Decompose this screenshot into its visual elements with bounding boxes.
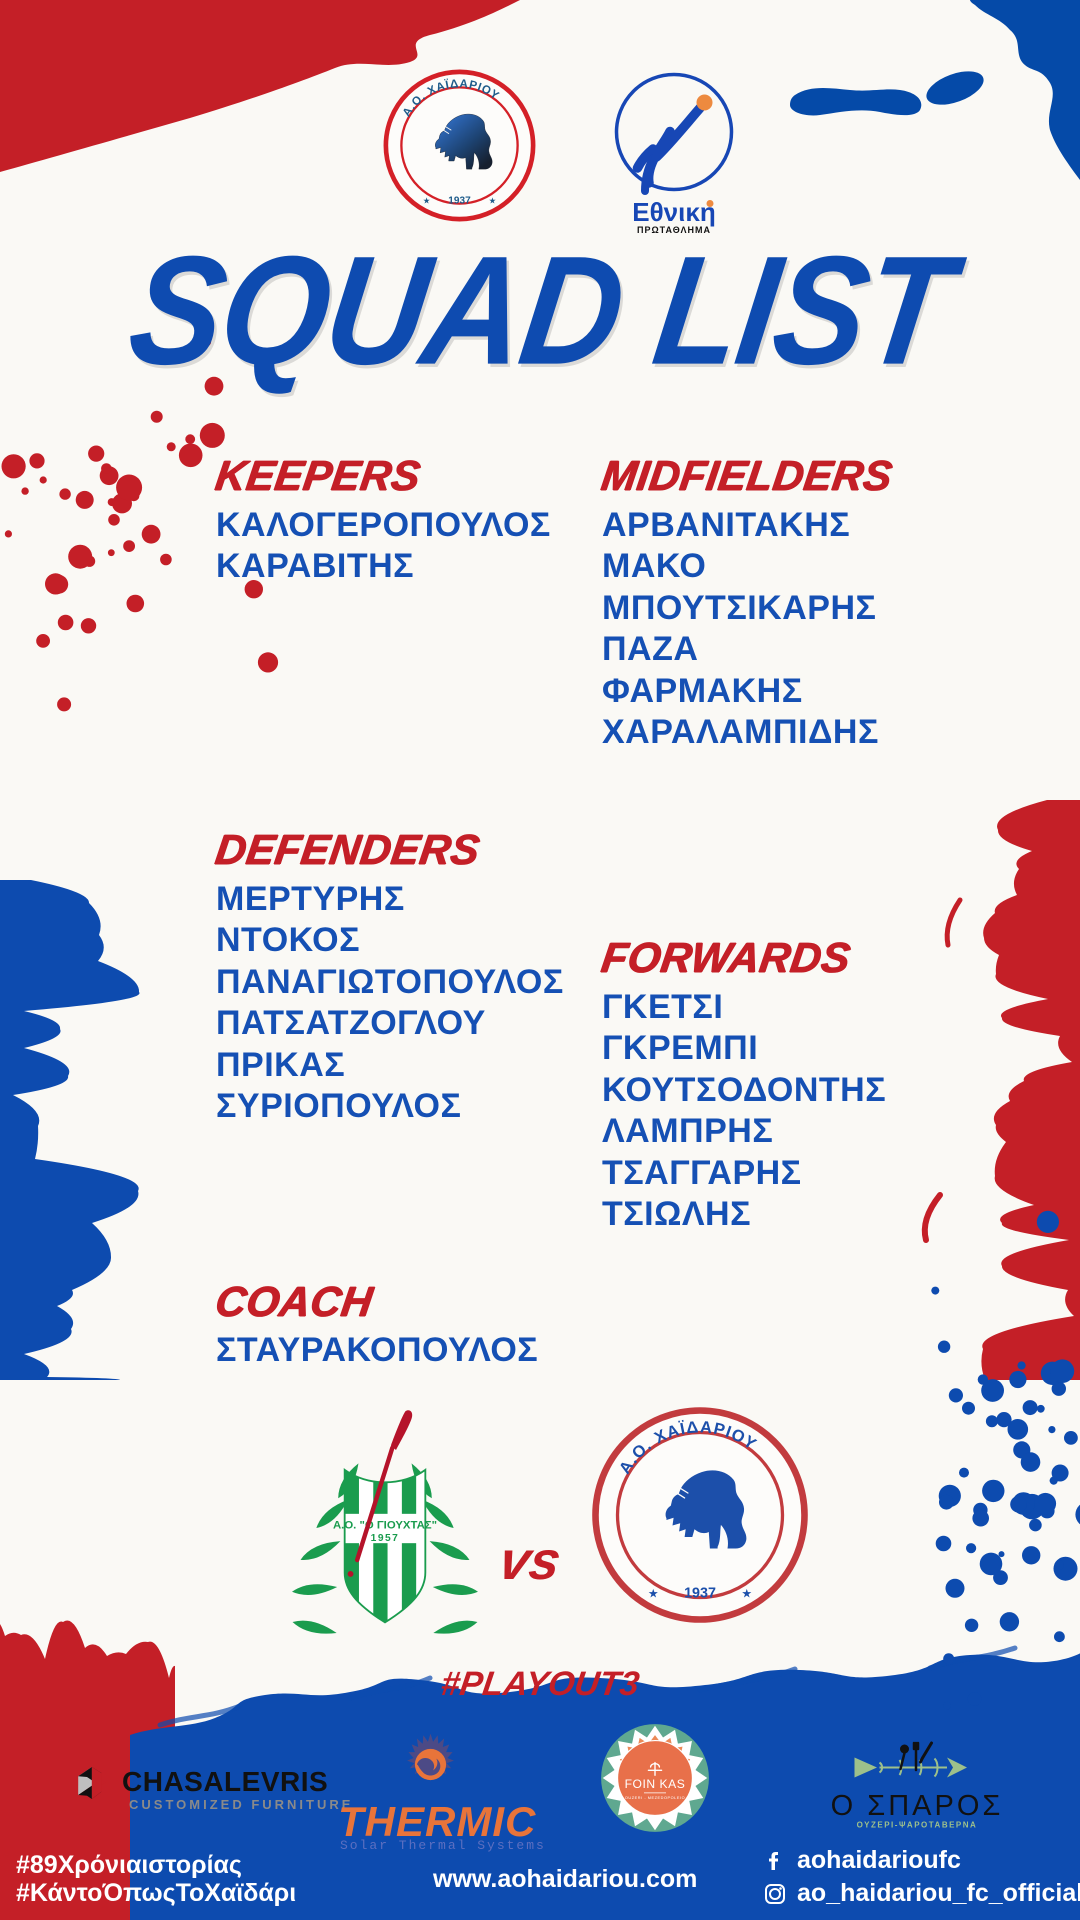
- svg-text:ΟΥΖΕΡΙ-ΨΑΡΟΤΑΒΕΡΝΑ: ΟΥΖΕΡΙ-ΨΑΡΟΤΑΒΕΡΝΑ: [857, 1821, 978, 1830]
- svg-text:Εθνικη: Εθνικη: [632, 197, 715, 227]
- svg-text:★: ★: [489, 196, 497, 206]
- svg-text:1957: 1957: [371, 1533, 400, 1544]
- svg-text:★: ★: [423, 196, 431, 206]
- svg-text:Α.Ο. "Ο ΓΙΟΥΧΤΑΣ": Α.Ο. "Ο ΓΙΟΥΧΤΑΣ": [333, 1520, 437, 1532]
- svg-text:★: ★: [648, 1587, 659, 1601]
- svg-text:1937: 1937: [684, 1586, 716, 1602]
- svg-text:Ο ΣΠΑΡΟΣ: Ο ΣΠΑΡΟΣ: [831, 1790, 1004, 1822]
- svg-text:ΠΡΩΤΑΘΛΗΜΑ: ΠΡΩΤΑΘΛΗΜΑ: [637, 225, 711, 235]
- svg-text:1937: 1937: [448, 196, 471, 207]
- svg-text:OUZERI - MEZEDOPOLEIO: OUZERI - MEZEDOPOLEIO: [625, 1796, 685, 1800]
- svg-text:FOIN KAS: FOIN KAS: [625, 1777, 686, 1791]
- svg-text:★: ★: [741, 1587, 752, 1601]
